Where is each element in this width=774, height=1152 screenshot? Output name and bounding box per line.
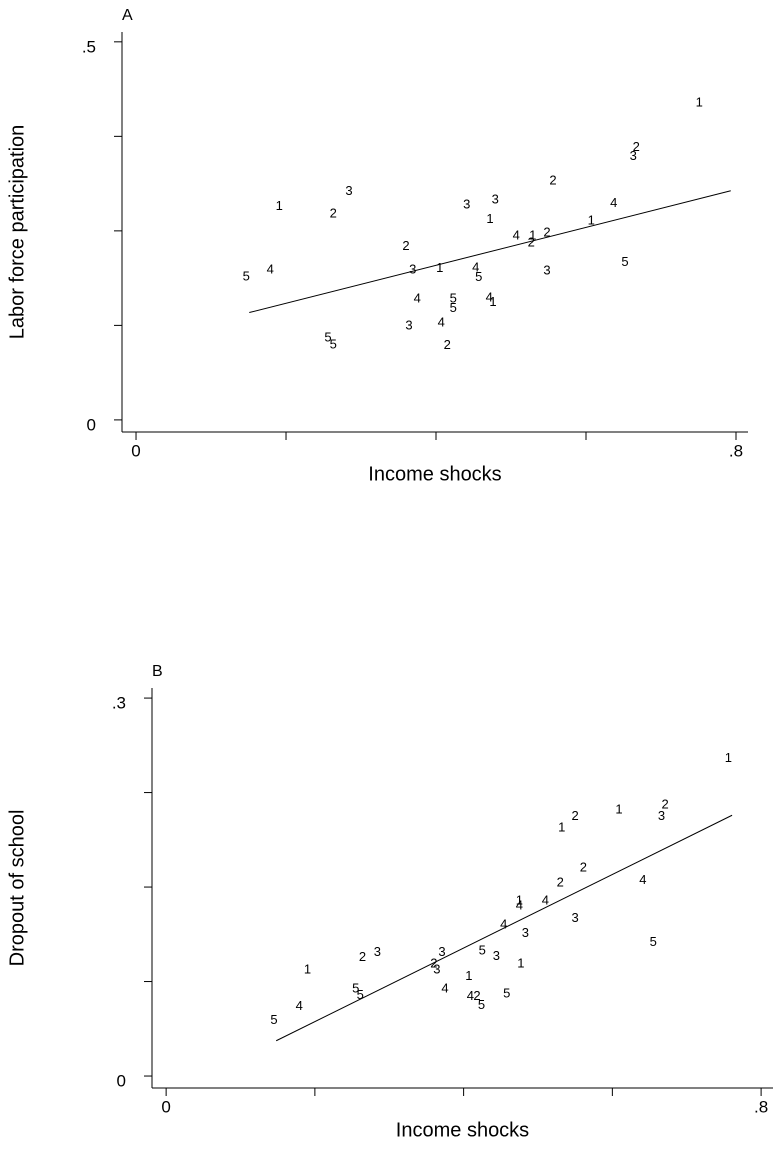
point-label: 3 [409,262,416,277]
panel-label: B [152,663,163,680]
x-tick-label: 0 [161,1097,170,1116]
point-label: 3 [438,944,445,959]
point-label: 2 [444,337,451,352]
point-label: 2 [543,225,550,240]
point-label: 1 [465,968,472,983]
point-label: 4 [438,315,445,330]
point-label: 2 [330,206,337,221]
point-label: 4 [441,981,448,996]
y-axis-title: Labor force participation [6,125,28,340]
point-label: 3 [492,191,499,206]
point-label: 1 [725,750,732,765]
panel-label: A [122,7,133,24]
point-label: 1 [489,294,496,309]
point-label: 1 [529,228,536,243]
point-label: 1 [696,95,703,110]
point-label: 5 [475,269,482,284]
point-label: 2 [528,234,535,249]
point-label: 5 [450,290,457,305]
point-label: 4 [516,897,523,912]
point-label: 5 [450,300,457,315]
point-label: 5 [352,981,359,996]
point-label: 4 [513,228,520,243]
point-label: 4 [542,892,549,907]
point-label: 2 [549,172,556,187]
point-label: 5 [330,336,337,351]
point-label: 2 [402,238,409,253]
point-label: 1 [304,962,311,977]
x-axis-title: Income shocks [396,1119,529,1141]
point-label: 5 [503,986,510,1001]
point-label: 4 [467,988,474,1003]
y-tick-label: .5 [82,37,96,56]
point-label: 1 [517,955,524,970]
point-label: 1 [588,212,595,227]
point-label: 4 [267,262,274,277]
y-tick-label: 0 [117,1072,126,1091]
y-tick-label: .3 [112,694,126,713]
point-label: 5 [324,330,331,345]
point-label: 2 [662,797,669,812]
point-label: 5 [650,934,657,949]
y-tick-label: 0 [87,415,96,434]
fit-line [275,814,733,1042]
point-label: 1 [486,211,493,226]
y-axis-title: Dropout of school [6,810,28,967]
point-label: 4 [414,290,421,305]
point-label: 5 [478,997,485,1012]
point-label: 5 [621,254,628,269]
x-tick-label: .8 [729,441,743,460]
point-label: 1 [558,819,565,834]
point-label: 1 [436,260,443,275]
point-label: 3 [374,944,381,959]
point-label: 3 [345,183,352,198]
point-label: 2 [572,808,579,823]
point-label: 3 [522,925,529,940]
point-label: 3 [572,910,579,925]
point-label: 3 [543,262,550,277]
point-label: 2 [633,139,640,154]
x-tick-label: .8 [754,1097,768,1116]
point-label: 3 [630,148,637,163]
point-label: 2 [580,860,587,875]
point-label: 3 [405,318,412,333]
point-label: 2 [359,949,366,964]
point-label: 5 [357,987,364,1002]
point-label: 4 [472,259,479,274]
point-label: 4 [610,195,617,210]
point-label: 3 [433,962,440,977]
point-label: 4 [639,872,646,887]
point-label: 1 [276,198,283,213]
point-label: 3 [463,197,470,212]
point-label: 3 [493,948,500,963]
x-axis-title: Income shocks [368,463,501,485]
point-label: 4 [500,916,507,931]
point-label: 5 [270,1012,277,1027]
point-label: 5 [243,268,250,283]
point-label: 4 [296,998,303,1013]
point-label: 3 [658,808,665,823]
point-label: 1 [615,802,622,817]
point-label: 2 [473,988,480,1003]
point-label: 1 [516,892,523,907]
point-label: 4 [486,290,493,305]
fit-line [249,190,731,314]
point-label: 5 [479,943,486,958]
x-tick-label: 0 [131,441,140,460]
point-label: 2 [557,875,564,890]
